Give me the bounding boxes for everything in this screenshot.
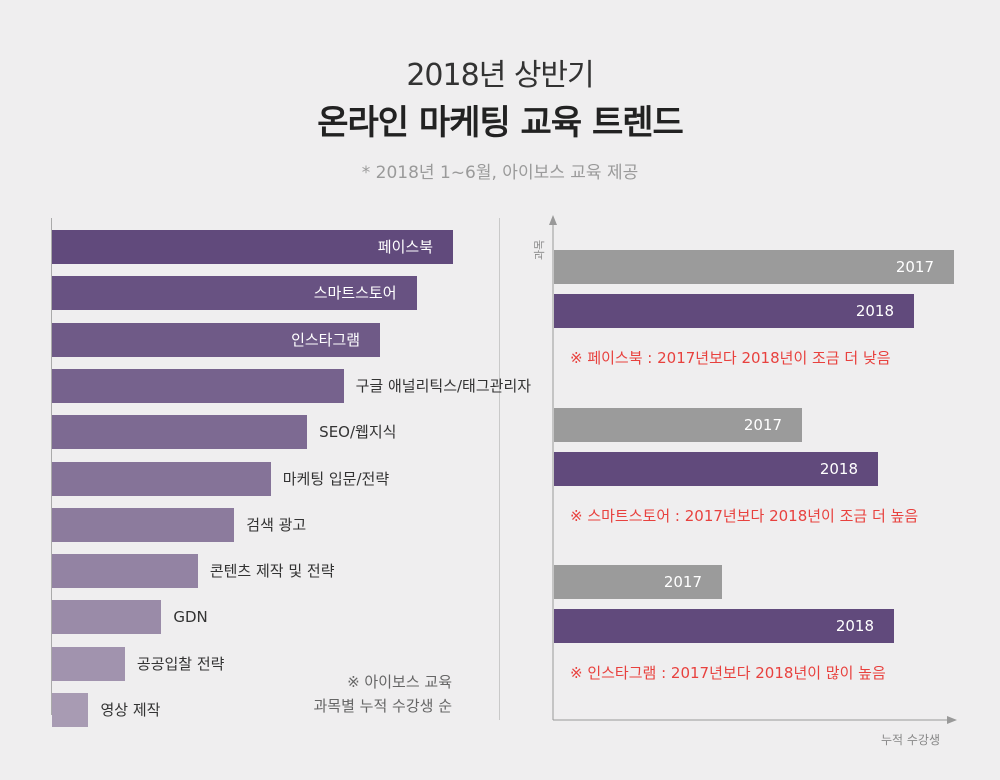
comparison-note: ※ 페이스북 : 2017년보다 2018년이 조금 더 낮음 bbox=[570, 349, 891, 367]
chart-divider bbox=[499, 218, 500, 720]
ranking-bar bbox=[52, 693, 89, 727]
year-bar-label: 2017 bbox=[743, 416, 782, 434]
x-axis-label: 누적 수강생 bbox=[880, 733, 940, 747]
year-bar-label: 2017 bbox=[895, 258, 934, 276]
year-bar-label: 2018 bbox=[835, 617, 874, 635]
y-axis-label: 과목 bbox=[533, 239, 546, 260]
bar-2018 bbox=[554, 452, 878, 486]
bar-2018 bbox=[554, 609, 894, 643]
title-line2: 온라인 마케팅 교육 트렌드 bbox=[317, 103, 684, 143]
ranking-bar-label: 구글 애널리틱스/태그관리자 bbox=[355, 376, 532, 395]
x-axis-arrow bbox=[947, 716, 957, 724]
ranking-bar bbox=[52, 554, 198, 589]
left-note-line1: ※ 아이보스 교육 bbox=[347, 673, 452, 691]
year-bar-label: 2017 bbox=[663, 573, 702, 591]
y-axis-arrow bbox=[549, 215, 557, 225]
ranking-bar bbox=[52, 507, 235, 542]
ranking-bar-label: 인스타그램 bbox=[291, 330, 361, 349]
left-chart-note: ※ 아이보스 교육 과목별 누적 수강생 순 bbox=[280, 670, 452, 718]
ranking-bar bbox=[52, 322, 381, 357]
year-bar-label: 2018 bbox=[855, 302, 894, 320]
ranking-bar-label: 스마트스토어 bbox=[313, 284, 397, 303]
comparison-note: ※ 스마트스토어 : 2017년보다 2018년이 조금 더 높음 bbox=[570, 507, 919, 525]
bar-2017 bbox=[554, 565, 722, 599]
ranking-bar bbox=[52, 461, 271, 496]
subtitle: * 2018년 1~6월, 아이보스 교육 제공 bbox=[361, 163, 639, 183]
ranking-bar-label: 영상 제작 bbox=[100, 701, 161, 719]
left-chart-axis bbox=[51, 218, 52, 715]
ranking-bar bbox=[52, 415, 308, 450]
ranking-bar-label: GDN bbox=[173, 608, 208, 627]
bar-2018 bbox=[554, 294, 914, 328]
ranking-bar bbox=[52, 600, 162, 635]
ranking-bar-label: 검색 광고 bbox=[246, 515, 307, 534]
bar-2017 bbox=[554, 408, 802, 442]
bar-2017 bbox=[554, 250, 954, 284]
ranking-bar bbox=[52, 230, 453, 264]
comparison-note: ※ 인스타그램 : 2017년보다 2018년이 많이 높음 bbox=[570, 664, 886, 682]
ranking-bar-label: 페이스북 bbox=[377, 238, 433, 256]
ranking-bar bbox=[52, 646, 125, 681]
ranking-bar-label: SEO/웹지식 bbox=[319, 423, 397, 442]
title-line1: 2018년 상반기 bbox=[406, 58, 594, 93]
ranking-bar-label: 콘텐츠 제작 및 전략 bbox=[209, 562, 335, 581]
ranking-bar-label: 공공입찰 전략 bbox=[136, 654, 225, 673]
ranking-bar bbox=[52, 368, 344, 403]
left-note-line2: 과목별 누적 수강생 순 bbox=[313, 697, 452, 715]
year-bar-label: 2018 bbox=[819, 460, 858, 478]
ranking-bar bbox=[52, 276, 417, 311]
ranking-bar-label: 마케팅 입문/전략 bbox=[282, 469, 390, 488]
